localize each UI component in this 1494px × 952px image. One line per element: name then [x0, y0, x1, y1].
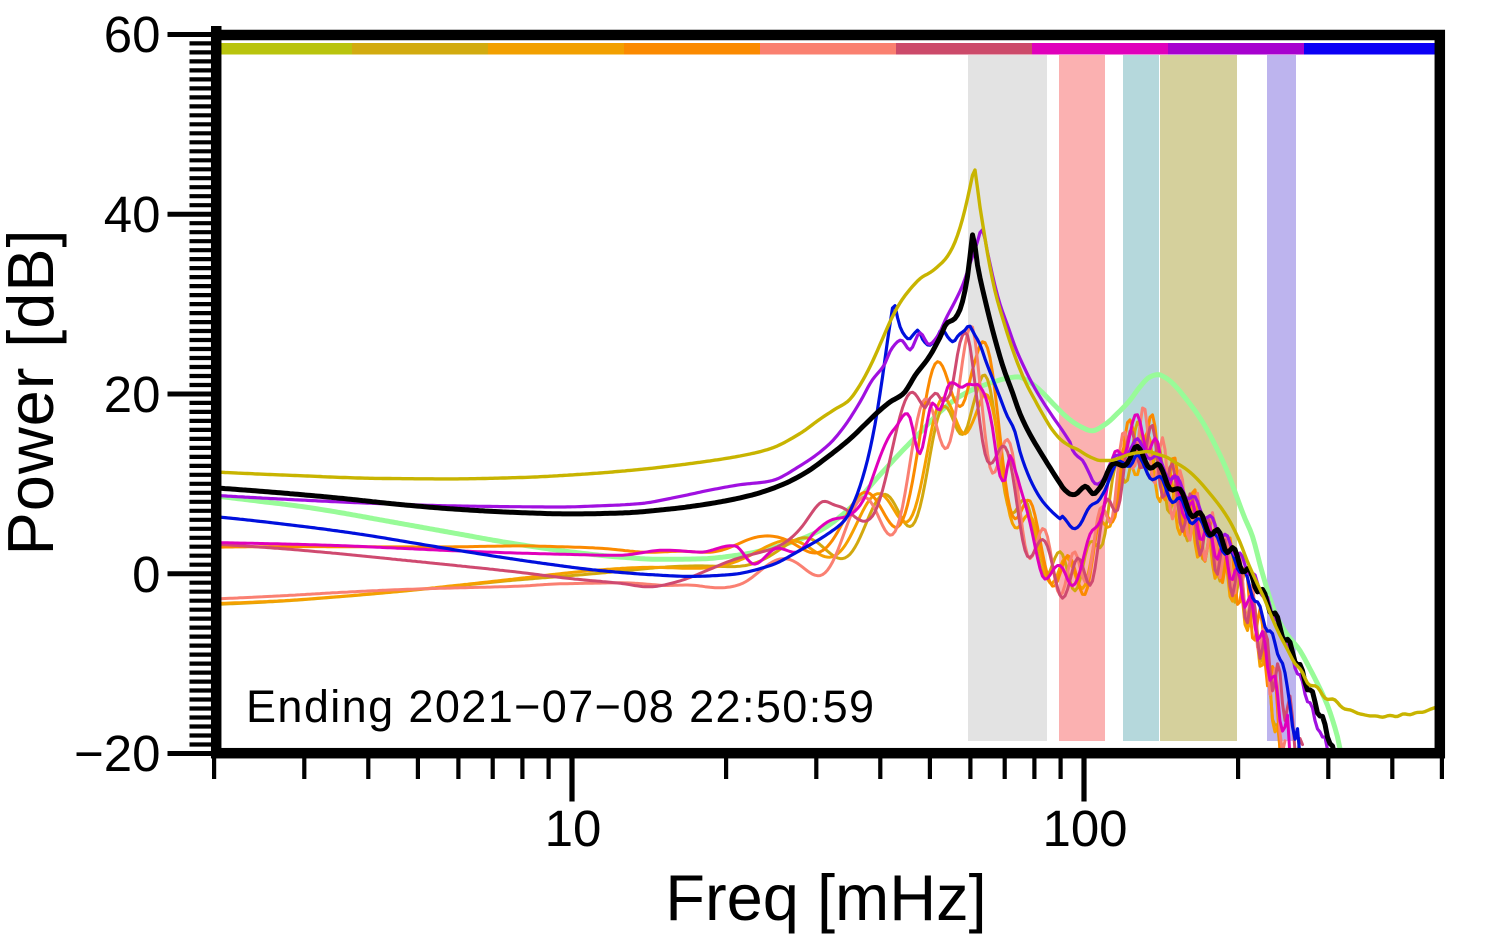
svg-text:40: 40	[104, 186, 161, 243]
svg-text:100: 100	[1042, 800, 1127, 857]
svg-text:−20: −20	[74, 725, 161, 782]
svg-text:60: 60	[104, 6, 161, 63]
svg-text:Power [dB]: Power [dB]	[0, 229, 67, 556]
svg-text:20: 20	[104, 366, 161, 423]
svg-text:0: 0	[132, 546, 160, 603]
svg-text:10: 10	[545, 800, 602, 857]
svg-text:Freq [mHz]: Freq [mHz]	[665, 861, 986, 934]
svg-text:Ending 2021−07−08 22:50:59: Ending 2021−07−08 22:50:59	[246, 681, 875, 732]
